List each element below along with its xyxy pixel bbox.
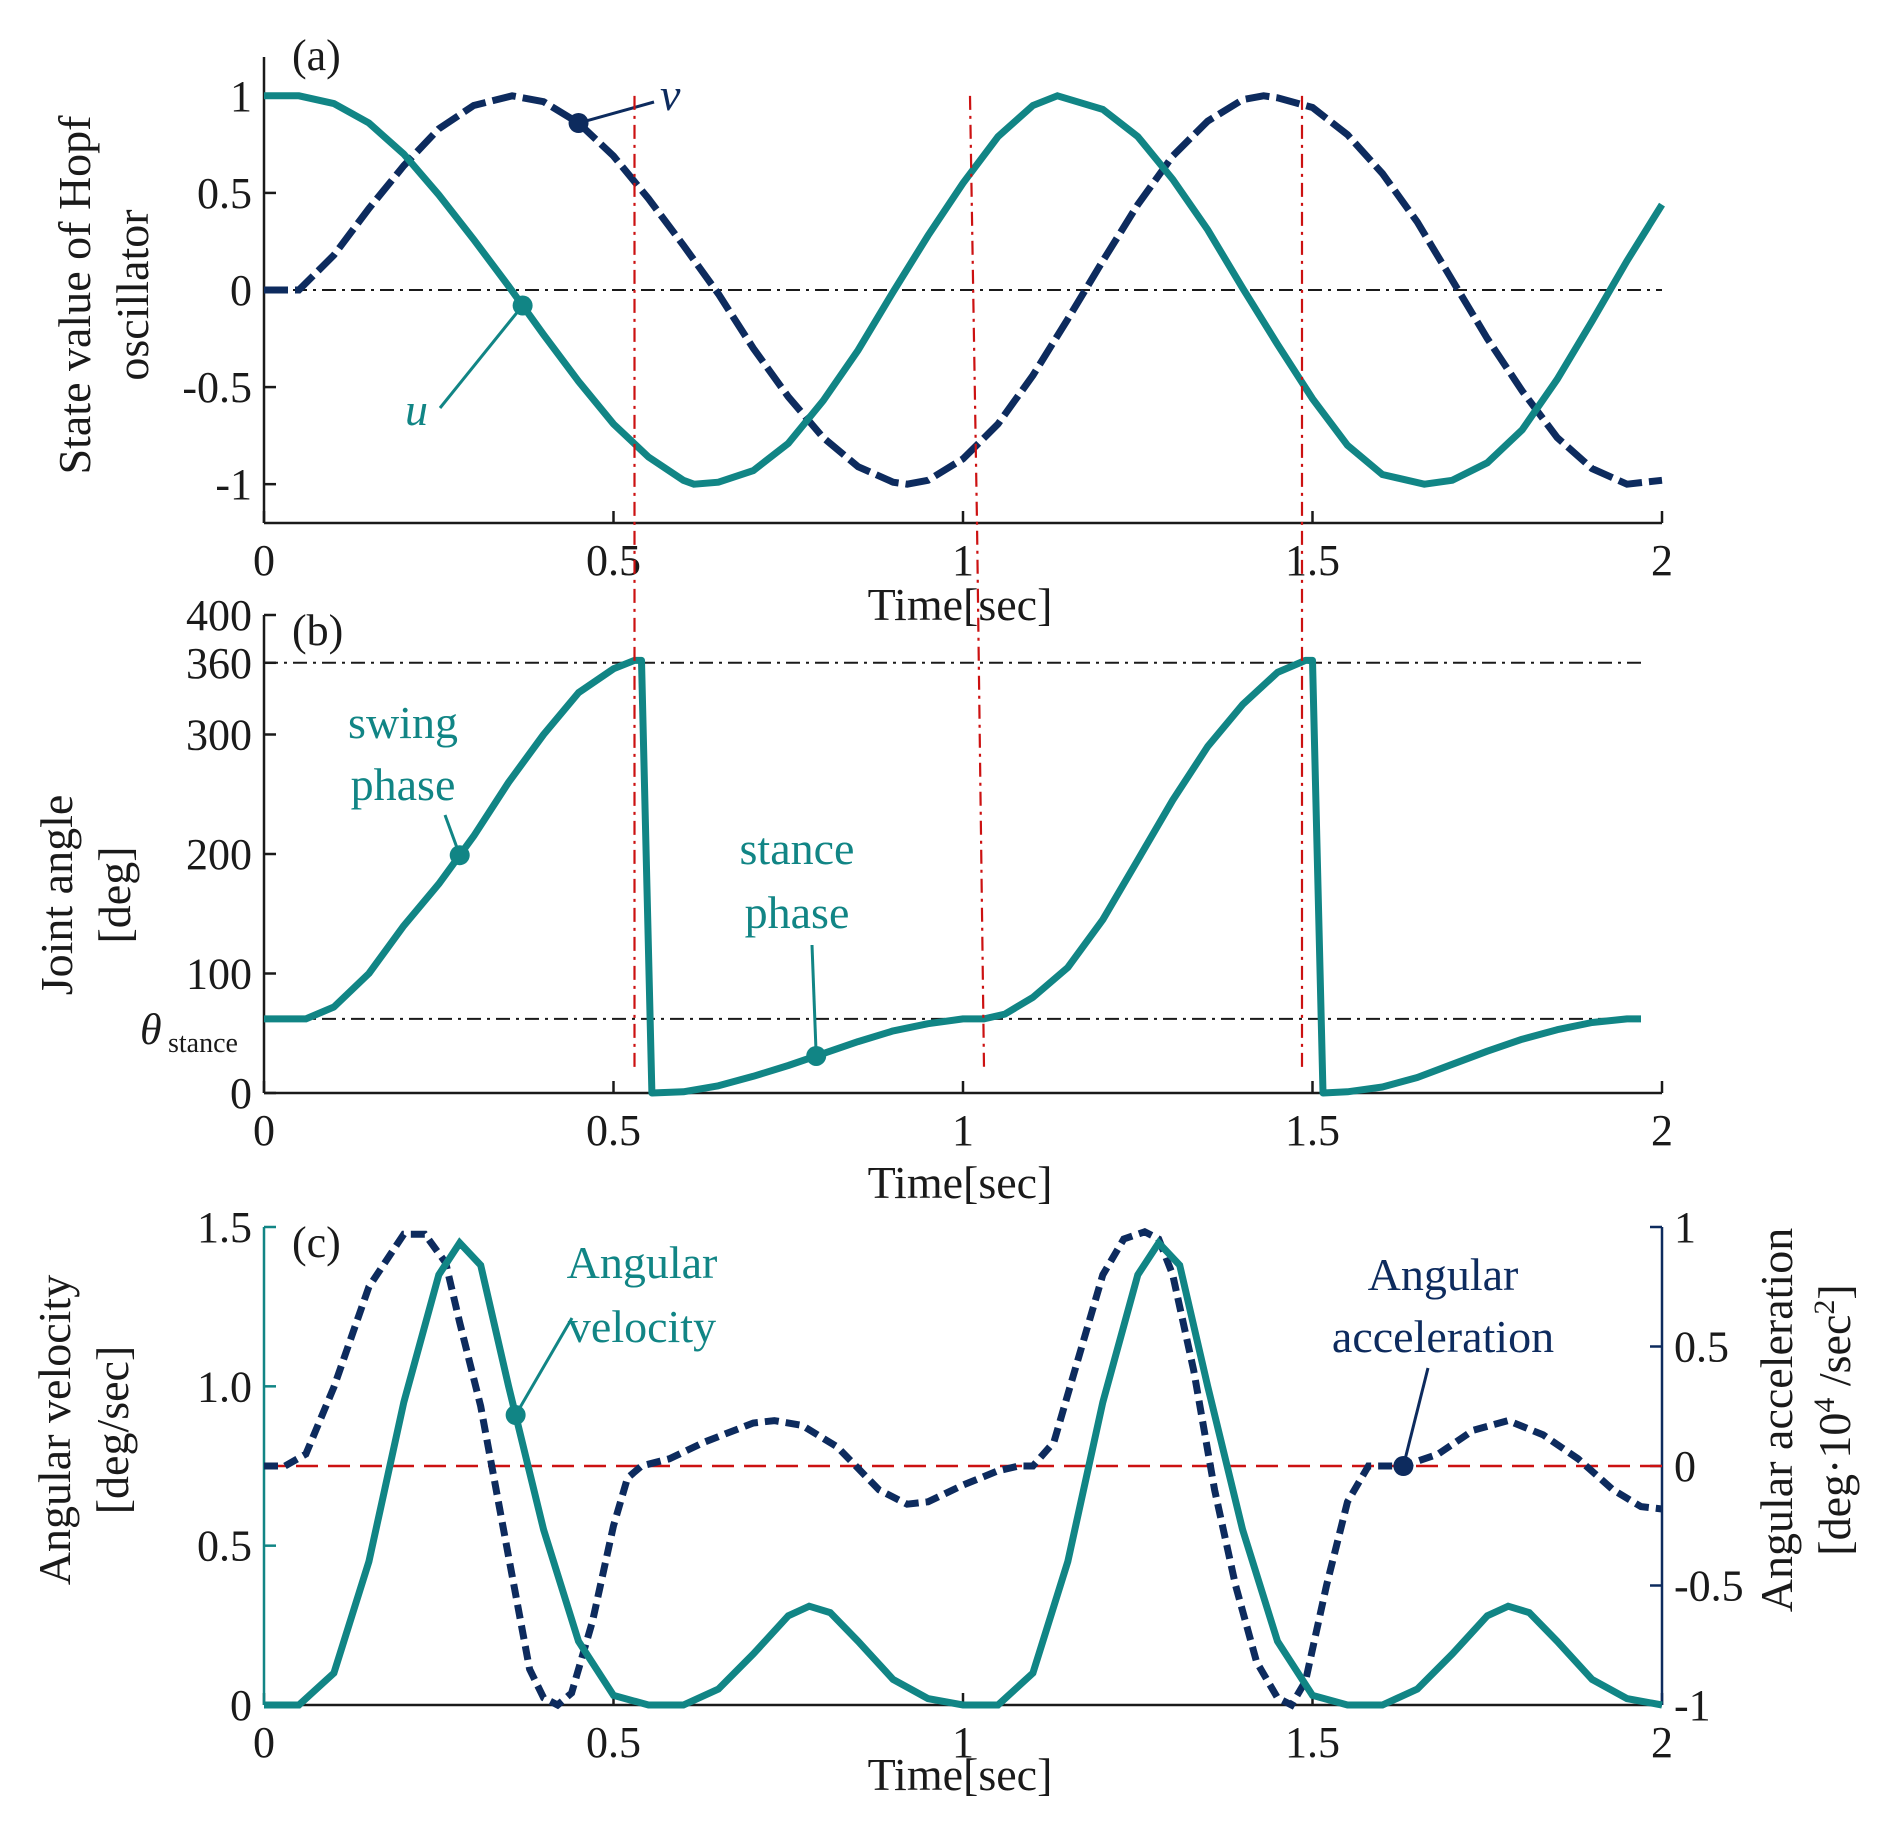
velocity-annotation-dot xyxy=(505,1405,526,1426)
x-tick-label: 1 xyxy=(952,1106,974,1155)
velocity-annotation-leader xyxy=(514,1317,574,1416)
y-right-tick-label: 0.5 xyxy=(1674,1323,1729,1372)
panel-a-label: (a) xyxy=(292,31,341,80)
panel-a-ylabel-line1: State value of Hopf xyxy=(49,115,100,475)
panel-c-ylabel-left-line2: [deg/sec] xyxy=(87,1346,138,1515)
y-tick-label: 0.5 xyxy=(197,169,252,218)
x-tick-label: 0 xyxy=(253,1718,275,1767)
y-tick-label: 100 xyxy=(186,950,252,999)
y-tick-label: -0.5 xyxy=(182,363,252,412)
y-tick-label: 1 xyxy=(230,72,252,121)
y-tick-label: 300 xyxy=(186,711,252,760)
ylabel-right-sup1: 4 xyxy=(1808,1398,1841,1413)
annotation-velocity-line2: velocity xyxy=(568,1301,716,1352)
annotation-v-leader xyxy=(578,100,655,125)
x-tick-label: 0.5 xyxy=(586,536,641,585)
y-right-tick-label: 1 xyxy=(1674,1203,1696,1252)
panel-c-label: (c) xyxy=(292,1218,341,1267)
y-tick-label: 0 xyxy=(230,1681,252,1730)
y-tick-label: -1 xyxy=(215,460,252,509)
series-u-line xyxy=(264,92,1665,488)
x-tick-label: 0.5 xyxy=(586,1106,641,1155)
y-tick-label: 1.5 xyxy=(197,1203,252,1252)
annotation-stance-line2: phase xyxy=(745,887,850,938)
panel-b-joint-angle: (b) Joint angle [deg] Time[sec] θ stance… xyxy=(31,591,1673,1208)
annotation-v: v xyxy=(660,69,681,120)
phase-annotation-dot xyxy=(449,845,470,866)
ylabel-right-sup2: 2 xyxy=(1808,1300,1841,1315)
x-tick-label: 0 xyxy=(253,1106,275,1155)
y-tick-label: 0 xyxy=(230,1069,252,1118)
acceleration-annotation-leader xyxy=(1401,1367,1430,1467)
y-right-tick-label: 0 xyxy=(1674,1442,1696,1491)
y-right-tick-label: -1 xyxy=(1674,1681,1711,1730)
theta-stance-symbol: θ xyxy=(140,1005,162,1054)
x-tick-label: 2 xyxy=(1651,1718,1673,1767)
annotation-u-leader xyxy=(438,304,524,409)
angular-acceleration-line xyxy=(264,1228,1663,1710)
y-tick-label: 400 xyxy=(186,591,252,640)
x-tick-label: 0 xyxy=(253,536,275,585)
y-tick-label: 1.0 xyxy=(197,1362,252,1411)
phase-annotation-dot xyxy=(806,1045,827,1066)
panel-b-plot xyxy=(262,615,1642,1097)
y-right-tick-label: -0.5 xyxy=(1674,1562,1744,1611)
panel-a-hopf-oscillator: (a) State value of Hopf oscillator Time[… xyxy=(49,31,1673,630)
ylabel-right-part1: [deg·10 xyxy=(1809,1413,1860,1556)
ylabel-right-part3: ] xyxy=(1809,1284,1860,1299)
panel-a-plot xyxy=(262,57,1665,523)
panel-c-ylabel-left-line1: Angular velocity xyxy=(29,1275,80,1585)
ylabel-right-part2: /sec xyxy=(1809,1315,1860,1398)
y-tick-label: 360 xyxy=(186,639,252,688)
x-tick-label: 0.5 xyxy=(586,1718,641,1767)
y-tick-label: 0.5 xyxy=(197,1522,252,1571)
phase-boundary-markers xyxy=(633,95,1304,1069)
annotation-swing-line2: phase xyxy=(351,759,456,810)
annotation-acceleration-line2: acceleration xyxy=(1332,1311,1554,1362)
y-tick-label: 200 xyxy=(186,830,252,879)
phase-boundary-line xyxy=(968,95,986,1069)
panel-b-ylabel-line1: Joint angle xyxy=(31,795,82,996)
x-tick-label: 1 xyxy=(952,536,974,585)
annotation-swing-line1: swing xyxy=(348,697,458,748)
acceleration-annotation-dot xyxy=(1393,1456,1414,1476)
panel-b-label: (b) xyxy=(292,606,343,655)
annotation-u-dot xyxy=(512,295,533,316)
panel-c-ylabel-right-line2: [deg·104 /sec2] xyxy=(1808,1284,1860,1555)
panel-c-plot xyxy=(262,1227,1664,1710)
annotation-u: u xyxy=(405,384,428,435)
annotation-v-dot xyxy=(568,113,589,134)
panel-c-ylabel-right-line1: Angular acceleration xyxy=(1751,1228,1802,1612)
annotation-stance-line1: stance xyxy=(740,823,855,874)
x-tick-label: 1 xyxy=(952,1718,974,1767)
phase-annotation-leader xyxy=(810,944,818,1057)
x-tick-label: 1.5 xyxy=(1285,1106,1340,1155)
y-tick-label: 0 xyxy=(230,266,252,315)
x-tick-label: 1.5 xyxy=(1285,1718,1340,1767)
panel-a-xlabel: Time[sec] xyxy=(868,579,1053,630)
x-tick-label: 1.5 xyxy=(1285,536,1340,585)
panel-b-xlabel: Time[sec] xyxy=(868,1157,1053,1208)
annotation-acceleration-line1: Angular xyxy=(1368,1249,1519,1300)
x-tick-label: 2 xyxy=(1651,536,1673,585)
angular-velocity-line xyxy=(264,1237,1663,1709)
annotation-velocity-line1: Angular xyxy=(567,1237,718,1288)
panel-b-ylabel-line2: [deg] xyxy=(89,846,140,943)
panel-a-ylabel-line2: oscillator xyxy=(107,209,158,380)
joint-angle-line xyxy=(264,656,1641,1097)
panel-c-angular: (c) Angular velocity [deg/sec] Angular a… xyxy=(29,1203,1860,1800)
theta-stance-subscript: stance xyxy=(168,1028,238,1059)
x-tick-label: 2 xyxy=(1651,1106,1673,1155)
panel-c-xlabel: Time[sec] xyxy=(868,1749,1053,1800)
series-v-line xyxy=(264,92,1663,488)
panel-a-ticks: 0 0.5 1 1.5 2 1 0.5 0 -0.5 -1 xyxy=(182,72,1673,585)
panel-c-ticks: 0 0.5 1 1.5 2 1.5 1.0 0.5 0 1 0.5 0 -0.5 -1 xyxy=(197,1203,1744,1767)
